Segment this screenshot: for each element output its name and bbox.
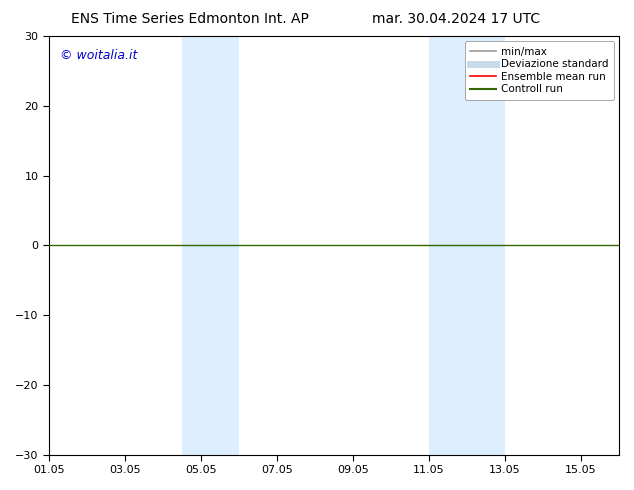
Bar (429, 36, 505, 455)
Text: mar. 30.04.2024 17 UTC: mar. 30.04.2024 17 UTC (372, 12, 541, 26)
Bar (182, 36, 239, 455)
Text: ENS Time Series Edmonton Int. AP: ENS Time Series Edmonton Int. AP (71, 12, 309, 26)
Text: © woitalia.it: © woitalia.it (60, 49, 138, 62)
Legend: min/max, Deviazione standard, Ensemble mean run, Controll run: min/max, Deviazione standard, Ensemble m… (465, 41, 614, 99)
